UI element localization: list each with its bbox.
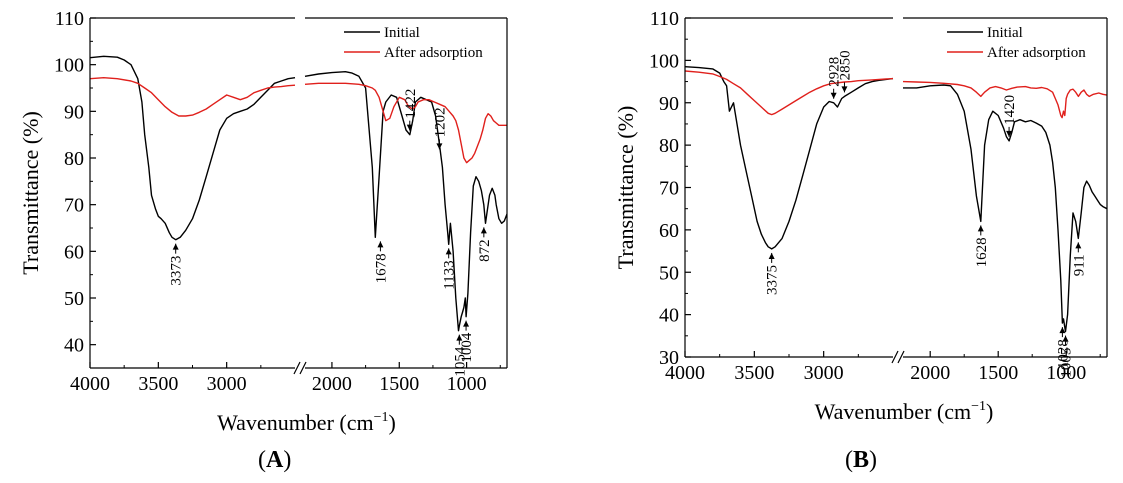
y-tick-label: 60 [64,241,84,263]
x-tick-label: 2000 [910,362,950,384]
panel-a-letter: A [266,447,284,473]
axis-break-mark-2 [299,361,307,375]
y-tick-label: 100 [54,55,84,77]
peak-label-1054: 1054 [452,346,468,377]
y-tick-label: 90 [64,101,84,123]
x-tick-label: 1500 [978,362,1018,384]
peak-label-2928: 2928 [827,57,843,87]
y-tick-label: 40 [64,335,84,357]
x-axis-label: Wavenumber (cm−1) [815,399,994,424]
y-tick-label: 90 [659,93,679,115]
peak-label-1004: 1004 [459,332,475,363]
legend-label: Initial [384,25,420,41]
series-line-after-adsorption-seg1 [685,70,894,116]
peak-arrowhead [841,86,848,93]
y-tick-label: 30 [659,347,679,369]
x-tick-label: 4000 [665,362,705,384]
peak-label-1202: 1202 [432,107,448,137]
peak-arrowhead [1006,130,1013,137]
peak-label-1028: 1028 [1055,339,1071,369]
x-axis-label: Wavenumber (cm−1) [217,410,396,435]
axis-break-mark-1 [293,361,301,375]
x-tick-label: 3000 [207,373,247,395]
y-tick-label: 100 [649,50,679,72]
peak-arrowhead [977,225,984,232]
legend-label: After adsorption [384,45,483,61]
chart-panel-a: 40 50 60 70 80 90 100 110 4000 3500 3000 2000 1500 10… [18,8,508,435]
peak-arrowhead [463,320,470,327]
peak-label-1422: 1422 [403,89,419,119]
series-line-initial-seg1 [685,66,894,250]
y-axis-label: Transmittance (%) [18,111,43,275]
y-tick-label: 110 [650,8,679,30]
peak-label-1628: 1628 [974,237,990,267]
peak-arrowhead [480,227,487,234]
peak-label-872: 872 [477,239,493,261]
y-tick-label: 50 [64,288,84,310]
peak-arrowhead [445,248,452,255]
y-tick-label: 70 [659,178,679,200]
series-line-after-adsorption-seg2 [304,82,507,164]
peak-label-1678: 1678 [373,253,389,283]
peak-label-1005: 1005 [1059,348,1075,378]
y-tick-label: 40 [659,305,679,327]
series-line-initial-seg2 [304,70,507,332]
peak-arrowhead [1059,327,1066,334]
x-tick-label: 2000 [312,373,352,395]
peak-label-1133: 1133 [442,260,458,289]
panel-a-caption: (A) [258,447,292,473]
axis-break-mark-2 [897,350,905,364]
y-tick-label: 60 [659,220,679,242]
peak-arrowhead [456,334,463,341]
peak-arrowhead [406,124,413,131]
series-line-after-adsorption-seg1 [90,76,296,117]
chart-panel-b: 30 40 50 60 70 80 90 100 110 4000 3500 3000 2000 1500… [613,8,1108,424]
peak-arrowhead [1062,335,1069,342]
series-line-after-adsorption-seg2 [902,80,1107,119]
peak-arrowhead [377,241,384,248]
legend-label: After adsorption [987,45,1086,61]
peak-arrowhead [172,243,179,250]
peak-arrowhead [768,252,775,259]
peak-arrowhead [1075,242,1082,249]
legend-box [340,19,505,63]
y-tick-label: 70 [64,195,84,217]
y-tick-label: 50 [659,262,679,284]
x-tick-label: 3500 [138,373,178,395]
peak-label-1420: 1420 [1002,95,1018,125]
panel-b-letter: B [853,447,870,473]
peak-label-3373: 3373 [169,256,185,286]
series-line-initial-seg1 [90,55,296,241]
x-tick-label: 1000 [447,373,487,395]
x-tick-label: 3000 [804,362,844,384]
peak-label-3375: 3375 [765,265,781,295]
series-line-initial-seg2 [903,84,1107,333]
x-tick-label: 3500 [734,362,774,384]
y-tick-label: 80 [659,135,679,157]
peak-arrowhead [436,143,443,150]
panel-b-caption: (B) [845,447,878,473]
x-tick-label: 1000 [1046,362,1086,384]
peak-label-2850: 2850 [837,50,853,80]
y-tick-label: 110 [55,8,84,30]
y-axis-label: Transmittance (%) [613,106,638,270]
peak-label-911: 911 [1071,254,1087,276]
x-tick-label: 4000 [70,373,110,395]
peak-arrowhead [830,92,837,99]
x-tick-label: 1500 [379,373,419,395]
legend-box [943,19,1105,63]
y-tick-label: 80 [64,148,84,170]
legend-label: Initial [987,25,1023,41]
axis-break-mark-1 [891,350,899,364]
